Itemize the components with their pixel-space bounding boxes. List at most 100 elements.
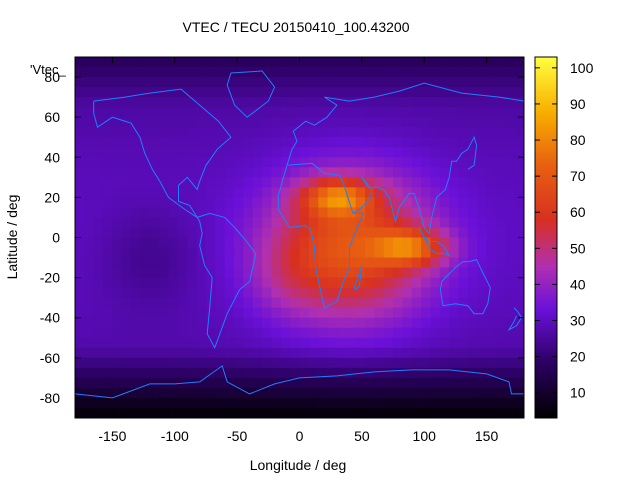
heatmap-cell [121,167,132,178]
heatmap-cell [402,97,413,108]
heatmap-cell [383,277,394,289]
heatmap-cell [327,147,338,158]
heatmap-cell [467,257,478,269]
heatmap-cell [103,87,114,98]
heatmap-cell [131,67,142,78]
heatmap-cell [280,87,291,98]
heatmap-cell [355,327,366,339]
heatmap-cell [93,277,104,289]
heatmap-cell [215,277,226,289]
heatmap-cell [290,387,301,399]
heatmap-cell [168,147,179,158]
heatmap-cell [299,377,310,389]
heatmap-cell [234,277,244,289]
heatmap-cell [103,367,114,379]
heatmap-cell [252,247,263,259]
heatmap-cell [430,87,441,98]
heatmap-cell [495,357,506,369]
heatmap-cell [159,87,170,98]
heatmap-cell [355,237,366,249]
heatmap-cell [430,227,441,239]
heatmap-cell [449,367,460,379]
heatmap-cell [187,97,198,108]
heatmap-cell [439,117,450,128]
heatmap-cell [318,117,329,128]
heatmap-cell [149,367,160,379]
heatmap-cell [374,107,385,118]
heatmap-cell [364,337,375,349]
heatmap-cell [299,127,310,138]
heatmap-cell [234,387,244,399]
heatmap-cell [290,337,301,349]
heatmap-cell [103,117,114,128]
heatmap-cell [196,177,207,188]
heatmap-cell [243,137,254,148]
heatmap-cell [262,217,273,229]
heatmap-cell [336,257,347,269]
heatmap-cell [262,117,273,128]
heatmap-cell [243,307,254,319]
heatmap-cell [355,217,366,229]
heatmap-cell [252,397,263,409]
heatmap-cell [290,257,301,269]
y-axis-label: Latitude / deg [4,195,20,280]
heatmap-cell [121,217,132,229]
heatmap-cell [177,387,188,399]
heatmap-cell [234,207,244,219]
heatmap-cell [131,247,142,259]
heatmap-cell [467,97,478,108]
heatmap-cell [215,407,226,418]
heatmap-cell [84,307,95,319]
heatmap-cell [224,397,235,409]
heatmap-cell [393,377,403,389]
heatmap-cell [234,347,244,359]
heatmap-cell [215,397,226,409]
heatmap-cell [505,67,516,78]
heatmap-cell [421,267,432,279]
heatmap-cell [402,357,413,369]
heatmap-cell [112,297,123,309]
heatmap-cell [121,117,132,128]
heatmap-cell [308,407,319,418]
heatmap-cell [271,57,282,68]
heatmap-cell [430,137,441,148]
heatmap-cell [262,197,273,209]
heatmap-cell [112,237,123,249]
heatmap-cell [402,287,413,299]
heatmap-cell [402,347,413,359]
heatmap-cell [93,307,104,319]
heatmap-cell [205,57,216,68]
heatmap-cell [505,257,516,269]
heatmap-cell [467,377,478,389]
heatmap-cell [421,87,432,98]
heatmap-cell [75,177,85,188]
heatmap-cell [495,67,506,78]
heatmap-cell [495,377,506,389]
heatmap-cell [75,57,85,68]
heatmap-cell [318,287,329,299]
heatmap-cell [75,87,85,98]
colorbar-tick-label: 20 [570,349,586,365]
heatmap-cell [449,247,460,259]
coastline [353,265,363,291]
heatmap-cell [271,127,282,138]
heatmap-cell [271,157,282,168]
heatmap-cell [280,347,291,359]
heatmap-cell [467,387,478,399]
heatmap-cell [168,277,179,289]
heatmap-cell [112,127,123,138]
heatmap-cell [159,57,170,68]
heatmap-cell [112,77,123,88]
heatmap-cell [495,197,506,209]
heatmap-cell [346,367,357,379]
heatmap-cell [177,287,188,299]
heatmap-cell [477,327,488,339]
heatmap-cell [234,327,244,339]
heatmap-cell [149,237,160,249]
heatmap-cell [514,127,524,138]
heatmap-cell [121,347,132,359]
heatmap-cell [280,137,291,148]
heatmap-cell [458,367,469,379]
heatmap-cell [215,217,226,229]
heatmap-cell [93,327,104,339]
